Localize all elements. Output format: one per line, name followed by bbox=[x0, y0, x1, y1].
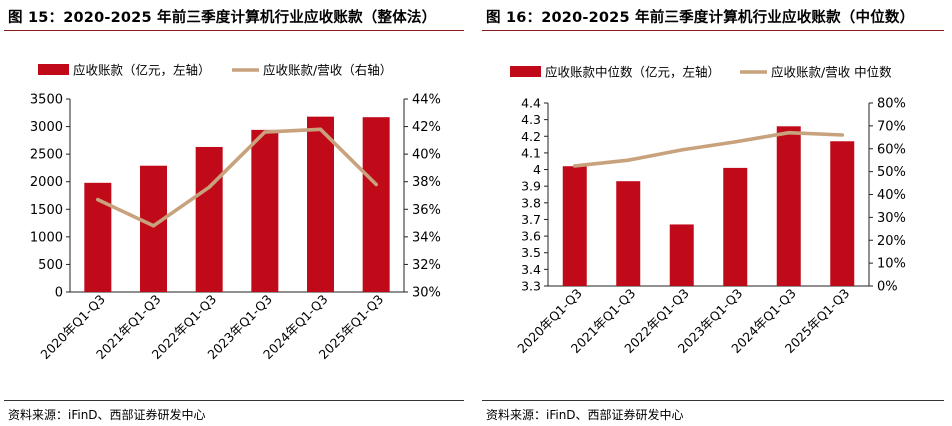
right-tick-label: 36% bbox=[412, 203, 441, 218]
right-tick-label: 50% bbox=[877, 165, 906, 180]
right-tick-label: 32% bbox=[412, 258, 441, 273]
bar-1 bbox=[562, 166, 587, 286]
chart-panel-16: 图 16：2020-2025 年前三季度计算机行业应收账款（中位数） 3.3 3.… bbox=[478, 0, 952, 426]
legend-line-label: 应收账款/营收 中位数 bbox=[771, 65, 892, 80]
bar-6 bbox=[362, 117, 390, 292]
line-point-4 bbox=[263, 130, 267, 134]
right-tick-label: 34% bbox=[412, 230, 441, 245]
left-tick-label: 3000 bbox=[30, 120, 63, 135]
left-tick-label: 3.3 bbox=[521, 279, 541, 294]
left-tick-label: 4.3 bbox=[521, 112, 541, 127]
legend-line-label: 应收账款/营收（右轴） bbox=[263, 63, 392, 78]
legend-bar-swatch bbox=[38, 64, 69, 75]
title-divider bbox=[4, 30, 464, 31]
footer-divider bbox=[482, 400, 944, 401]
line-series bbox=[573, 130, 845, 168]
left-tick-label: 1500 bbox=[30, 203, 63, 218]
bar-5 bbox=[776, 126, 801, 286]
right-tick-label: 42% bbox=[412, 120, 441, 135]
footer-divider bbox=[4, 400, 464, 401]
left-tick-label: 3.9 bbox=[521, 179, 541, 194]
title-divider bbox=[482, 30, 944, 31]
left-tick-label: 4.4 bbox=[521, 96, 541, 111]
left-tick-label: 4 bbox=[533, 162, 541, 177]
left-tick-label: 3.8 bbox=[521, 195, 541, 210]
right-tick-label: 44% bbox=[412, 93, 441, 108]
right-tick-label: 70% bbox=[877, 119, 906, 134]
source-note: 资料来源：iFinD、西部证券研发中心 bbox=[486, 408, 684, 422]
line-point-6 bbox=[374, 182, 378, 187]
line-point-5 bbox=[787, 131, 791, 135]
right-tick-label: 30% bbox=[412, 286, 441, 301]
bar-4 bbox=[723, 167, 748, 286]
bar-2 bbox=[140, 165, 167, 292]
right-tick-label: 0% bbox=[877, 280, 898, 295]
right-tick-label: 10% bbox=[877, 257, 906, 272]
right-tick-label: 60% bbox=[877, 142, 906, 157]
legend-bar-swatch bbox=[510, 66, 541, 77]
line-point-1 bbox=[96, 198, 100, 202]
line-point-2 bbox=[151, 224, 156, 228]
chart-svg: 0 500 1000 1500 2000 2500 3000 3500 30% 32% 34% 36%… bbox=[30, 63, 441, 363]
line-point-1 bbox=[573, 164, 577, 168]
line-point-2 bbox=[626, 158, 630, 162]
line-point-6 bbox=[840, 133, 844, 137]
legend-bar-label: 应收账款（亿元，左轴） bbox=[73, 63, 211, 78]
line-point-3 bbox=[680, 148, 684, 152]
line-point-3 bbox=[207, 185, 211, 189]
bar-4 bbox=[251, 129, 279, 292]
right-tick-label: 40% bbox=[412, 148, 441, 163]
bar-3 bbox=[195, 146, 223, 292]
bar-6 bbox=[830, 141, 855, 286]
bar-2 bbox=[616, 181, 641, 286]
left-tick-label: 3500 bbox=[30, 93, 63, 108]
right-tick-label: 20% bbox=[877, 234, 906, 249]
left-tick-label: 1000 bbox=[30, 230, 63, 245]
left-tick-label: 2000 bbox=[30, 175, 63, 190]
chart-title: 图 16：2020-2025 年前三季度计算机行业应收账款（中位数） bbox=[486, 10, 915, 26]
right-tick-label: 80% bbox=[877, 97, 906, 112]
right-tick-label: 40% bbox=[877, 188, 906, 203]
left-tick-label: 4.1 bbox=[521, 145, 541, 160]
bar-5 bbox=[307, 116, 334, 292]
line-point-4 bbox=[733, 140, 737, 144]
line-series bbox=[96, 127, 379, 228]
legend-bar-label: 应收账款中位数（亿元，左轴） bbox=[545, 65, 720, 80]
line-point-5 bbox=[318, 127, 323, 131]
left-tick-label: 0 bbox=[55, 286, 63, 301]
left-tick-label: 3.6 bbox=[521, 229, 541, 244]
left-tick-label: 4.2 bbox=[521, 129, 541, 144]
right-tick-label: 38% bbox=[412, 175, 441, 190]
source-note: 资料来源：iFinD、西部证券研发中心 bbox=[8, 408, 206, 422]
chart-title: 图 15：2020-2025 年前三季度计算机行业应收账款（整体法） bbox=[8, 10, 437, 26]
right-tick-label: 30% bbox=[877, 211, 906, 226]
left-tick-label: 2500 bbox=[30, 148, 63, 163]
left-tick-label: 3.4 bbox=[521, 262, 541, 277]
chart-panel-15: 图 15：2020-2025 年前三季度计算机行业应收账款（整体法） 0 500 1… bbox=[0, 0, 472, 426]
bar-3 bbox=[669, 224, 694, 286]
left-tick-label: 500 bbox=[38, 258, 63, 273]
left-tick-label: 3.7 bbox=[521, 212, 541, 227]
left-tick-label: 3.5 bbox=[521, 245, 541, 260]
chart-svg: 3.3 3.4 3.53.6 3.7 3.83.9 4 4.14.2 4.34.4 0% 10% 2… bbox=[510, 65, 906, 356]
